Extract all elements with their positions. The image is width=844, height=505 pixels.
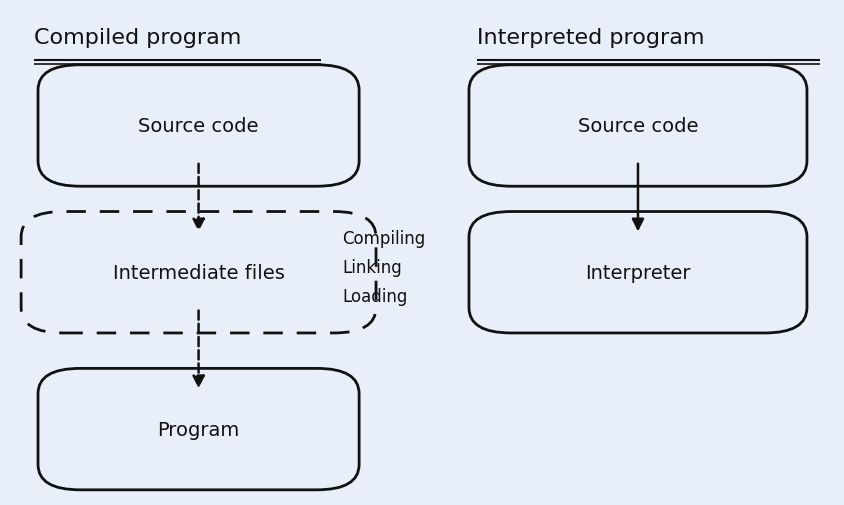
Text: Program: Program [157,420,240,439]
FancyBboxPatch shape [21,212,376,333]
Text: Compiled program: Compiled program [34,28,241,48]
FancyBboxPatch shape [468,66,806,187]
Text: Interpreter: Interpreter [585,263,690,282]
Text: Interpreted program: Interpreted program [477,28,704,48]
Text: Source code: Source code [138,117,258,136]
FancyBboxPatch shape [38,66,359,187]
Text: Source code: Source code [577,117,697,136]
FancyBboxPatch shape [38,369,359,490]
Text: Intermediate files: Intermediate files [112,263,284,282]
FancyBboxPatch shape [468,212,806,333]
Text: Compiling
Linking
Loading: Compiling Linking Loading [342,230,425,306]
